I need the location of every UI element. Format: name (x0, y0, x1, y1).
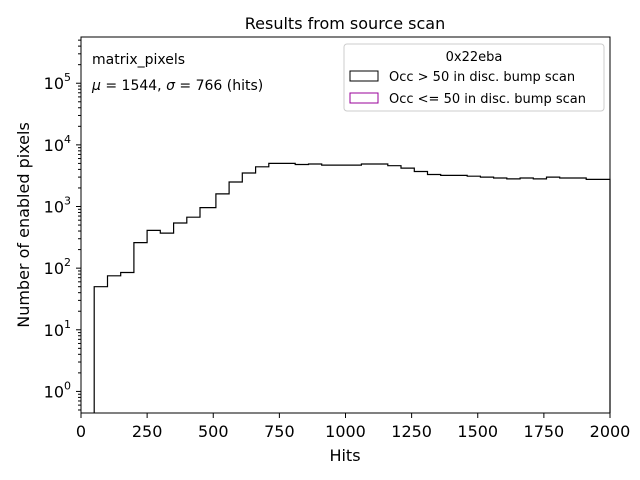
x-tick-label: 1000 (325, 422, 366, 441)
legend-swatch-occ-gt-50 (349, 70, 379, 82)
y-axis-ticks: 100 101 102 103 104 105 (44, 39, 81, 411)
y-tick-label: 104 (44, 133, 71, 155)
y-tick-label: 103 (44, 195, 71, 217)
chart-title: Results from source scan (245, 14, 445, 33)
x-tick-label: 1250 (391, 422, 432, 441)
mu-value: = 1544, (101, 78, 166, 94)
x-tick-label: 2000 (590, 422, 631, 441)
y-tick-label: 102 (44, 256, 71, 278)
legend: 0x22eba Occ > 50 in disc. bump scan Occ … (343, 43, 605, 112)
legend-label-occ-le-50: Occ <= 50 in disc. bump scan (389, 92, 586, 107)
y-tick-label: 100 (44, 379, 71, 401)
histogram-series-occ-gt-50 (93, 162, 611, 413)
legend-label-occ-gt-50: Occ > 50 in disc. bump scan (389, 70, 575, 85)
annotation-stats: μ = 1544, σ = 766 (hits) (91, 78, 263, 94)
legend-box (343, 43, 605, 112)
x-tick-label: 500 (198, 422, 229, 441)
x-tick-label: 750 (264, 422, 295, 441)
x-tick-label: 0 (76, 422, 86, 441)
legend-swatch-occ-le-50 (349, 92, 379, 104)
y-tick-label: 105 (44, 71, 71, 93)
legend-title: 0x22eba (446, 50, 503, 65)
sigma-symbol: σ (166, 78, 176, 94)
y-tick-label: 101 (44, 318, 71, 340)
y-axis-label: Number of enabled pixels (14, 122, 33, 328)
x-tick-label: 250 (132, 422, 163, 441)
annotation-name: matrix_pixels (92, 52, 185, 68)
mu-symbol: μ (91, 78, 101, 94)
sigma-value: = 766 (hits) (175, 78, 263, 94)
x-tick-label: 1500 (457, 422, 498, 441)
x-axis-ticks: 0 250 500 750 1000 1250 1500 1750 2000 (76, 413, 630, 441)
x-axis-label: Hits (329, 446, 360, 465)
x-tick-label: 1750 (524, 422, 565, 441)
